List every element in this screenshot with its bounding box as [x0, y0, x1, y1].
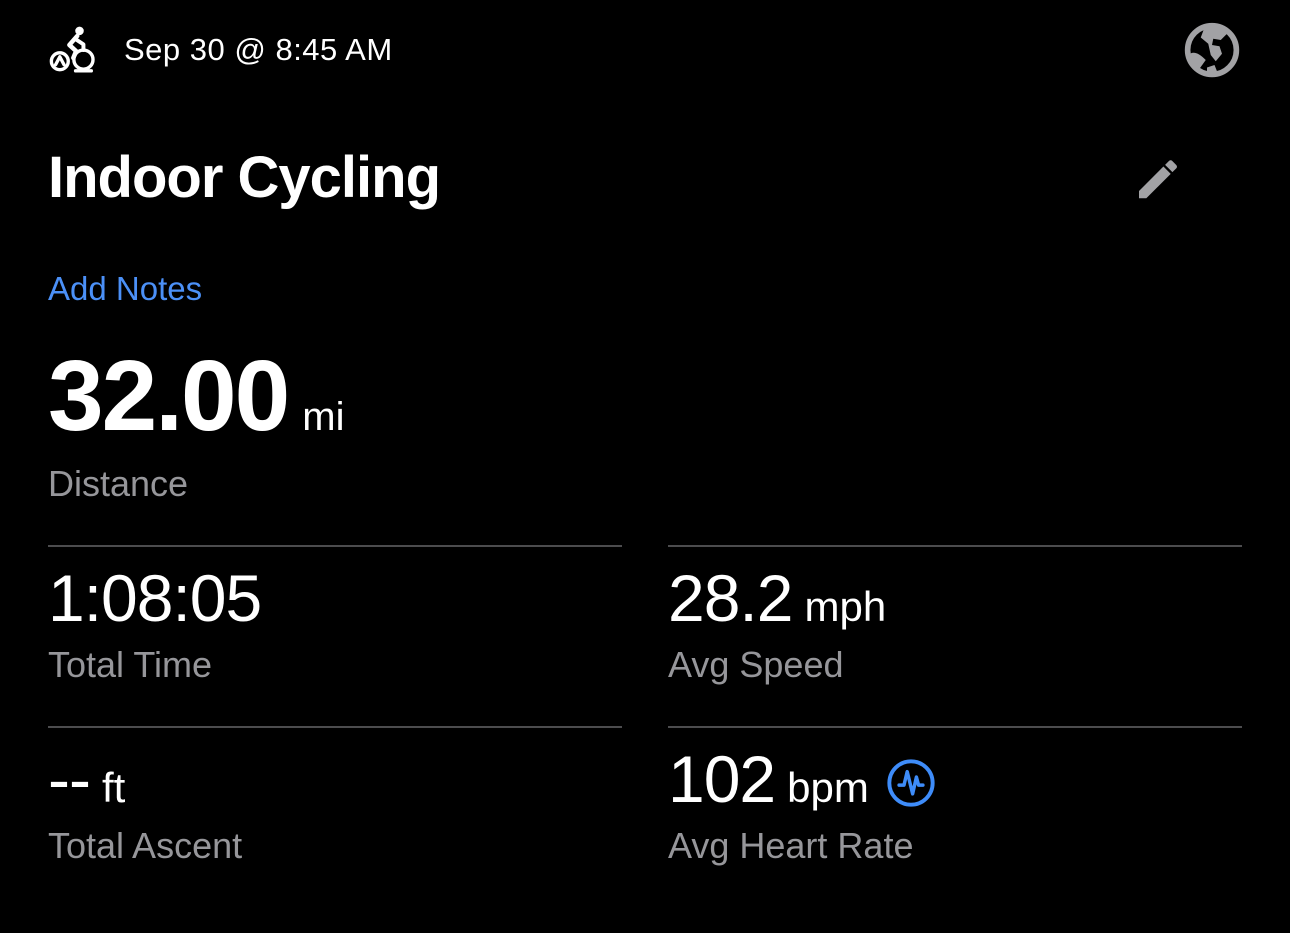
stat-value-line: -- ft [48, 746, 622, 812]
primary-stat-value-line: 32.00 mi [48, 346, 1242, 446]
avg-speed-unit: mph [804, 583, 887, 631]
total-ascent-value: -- [48, 742, 91, 817]
stat-total-time: 1:08:05 Total Time [48, 545, 622, 726]
title-row: Indoor Cycling [48, 142, 1242, 214]
indoor-cycling-icon [48, 21, 102, 79]
avg-heart-rate-unit: bpm [787, 764, 869, 812]
stats-grid: 1:08:05 Total Time 28.2 mph Avg Speed --… [48, 545, 1242, 907]
heart-rate-icon[interactable] [885, 757, 937, 809]
stat-avg-speed: 28.2 mph Avg Speed [668, 545, 1242, 726]
stat-total-ascent: -- ft Total Ascent [48, 726, 622, 907]
pencil-icon[interactable] [1130, 151, 1184, 205]
avg-heart-rate-label: Avg Heart Rate [668, 825, 914, 867]
distance-value: 32.00 [48, 339, 290, 452]
stat-avg-heart-rate: 102 bpm Avg Heart Rate [668, 726, 1242, 907]
total-time-label: Total Time [48, 644, 213, 686]
activity-datetime: Sep 30 @ 8:45 AM [124, 32, 393, 67]
avg-heart-rate-value: 102 [668, 742, 776, 817]
distance-unit: mi [302, 394, 345, 439]
total-ascent-label: Total Ascent [48, 825, 243, 867]
stat-value-line: 1:08:05 [48, 565, 622, 631]
activity-header: Sep 30 @ 8:45 AM [48, 0, 1242, 80]
distance-label: Distance [48, 462, 189, 504]
primary-stat-distance: 32.00 mi Distance [48, 346, 1242, 505]
avg-speed-value: 28.2 [668, 561, 793, 636]
stat-value-line: 102 bpm [668, 746, 1242, 812]
stat-value-line: 28.2 mph [668, 565, 1242, 631]
page-title: Indoor Cycling [48, 145, 441, 210]
total-time-value: 1:08:05 [48, 561, 262, 636]
total-ascent-unit: ft [101, 764, 126, 812]
avg-speed-label: Avg Speed [668, 644, 844, 686]
add-notes-link[interactable]: Add Notes [48, 269, 203, 307]
globe-icon[interactable] [1182, 20, 1242, 80]
